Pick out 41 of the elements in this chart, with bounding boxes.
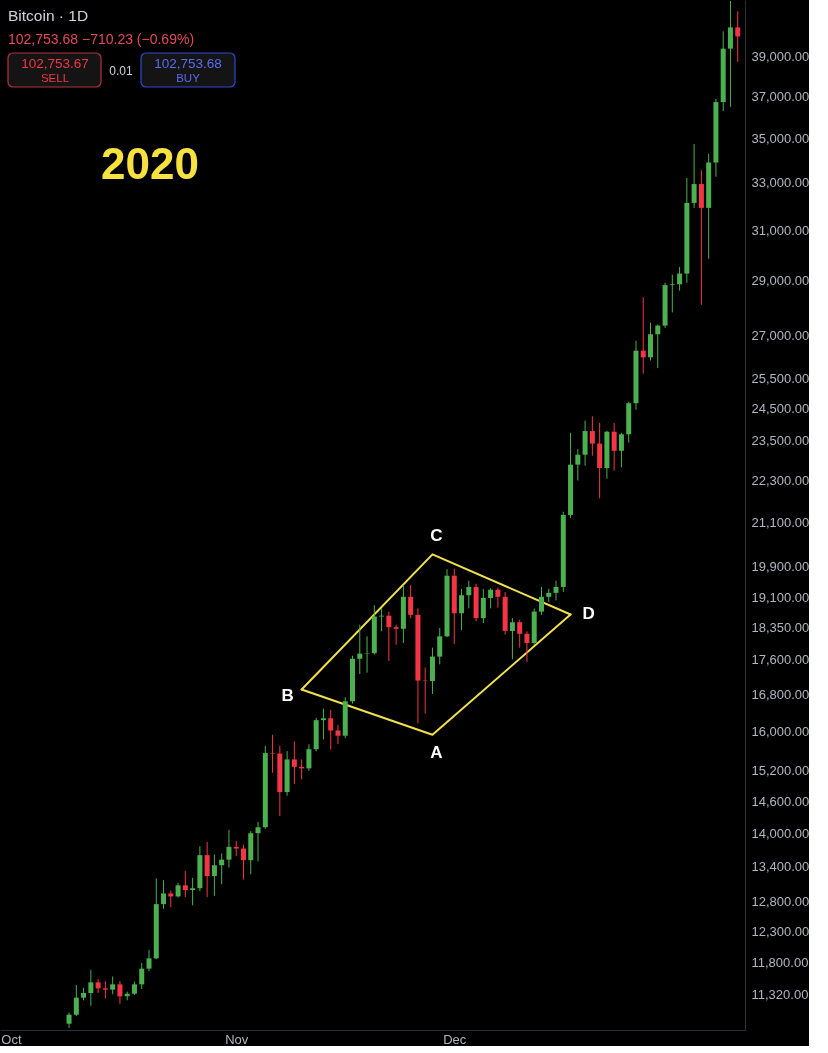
annotation: C [430, 526, 443, 546]
y-tick-label: 12,800.00 [751, 893, 810, 909]
annotation: 2020 [101, 139, 199, 188]
y-tick-label: 24,500.00 [751, 401, 810, 417]
y-tick-label: 13,400.00 [751, 858, 810, 874]
annotation: BUY [176, 72, 201, 84]
y-tick-label: 11,320.00 [751, 986, 809, 1002]
y-tick-label: 29,000.00 [751, 273, 810, 289]
y-tick-label: 12,300.00 [751, 923, 810, 939]
y-tick-label: 23,500.00 [751, 432, 810, 448]
x-tick-label: Nov [225, 1031, 249, 1047]
annotation: 0.01 [109, 64, 133, 78]
y-tick-label: 14,000.00 [751, 825, 810, 841]
y-tick-label: 16,800.00 [751, 687, 810, 703]
y-tick-label: 22,300.00 [751, 472, 810, 488]
y-tick-label: 18,350.00 [751, 620, 810, 636]
y-tick-label: 27,000.00 [751, 327, 810, 343]
x-tick-label: Oct [1, 1031, 22, 1047]
annotation: 102,753.67 [21, 56, 89, 71]
y-tick-label: 14,600.00 [751, 793, 810, 809]
annotation: A [430, 742, 443, 762]
y-tick-label: 35,000.00 [751, 130, 810, 146]
annotation: SELL [40, 72, 70, 84]
y-tick-label: 19,100.00 [751, 590, 810, 606]
annotation: D [582, 604, 595, 624]
y-tick-label: 15,200.00 [751, 763, 810, 779]
y-tick-label: 39,000.00 [751, 48, 810, 64]
y-tick-label: 11,800.00 [751, 955, 809, 971]
x-tick-label: Dec [443, 1031, 467, 1047]
y-tick-label: 25,500.00 [751, 370, 810, 386]
y-tick-label: 19,900.00 [751, 558, 810, 574]
annotation: 102,753.68 [154, 56, 222, 71]
y-tick-label: 33,000.00 [751, 175, 810, 191]
y-tick-label: 37,000.00 [751, 88, 810, 104]
text: 102,753.68 −710.23 (−0.69%) [8, 31, 195, 47]
chart-title: Bitcoin · 1D [8, 7, 89, 24]
y-tick-label: 21,100.00 [751, 514, 810, 530]
annotation: B [281, 685, 294, 705]
y-tick-label: 16,000.00 [751, 724, 810, 740]
y-tick-label: 31,000.00 [751, 222, 810, 238]
y-tick-label: 17,600.00 [751, 652, 810, 668]
